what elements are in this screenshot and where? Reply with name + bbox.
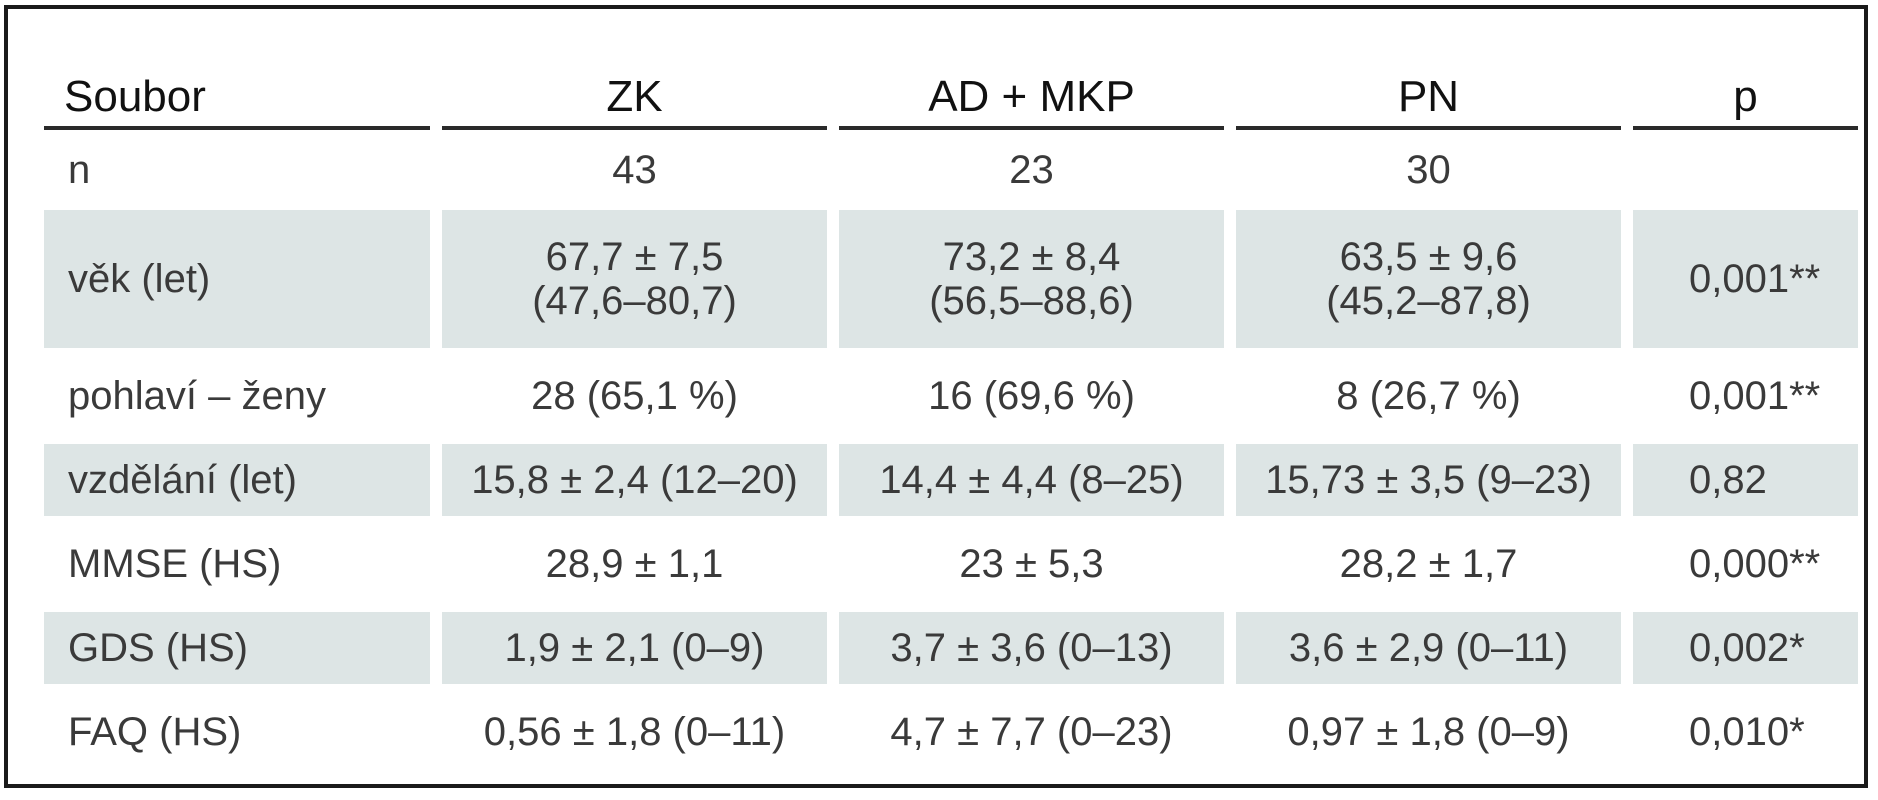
header-soubor: Soubor (44, 72, 430, 130)
cell-p: 0,010* (1689, 710, 1805, 754)
header-zk: ZK (442, 72, 827, 130)
table-row-mmse: MMSE (HS) 28,9 ± 1,1 23 ± 5,3 28,2 ± 1,7… (44, 528, 1858, 600)
header-row: Soubor ZK AD + MKP PN p (44, 72, 1858, 130)
cell-ad-mkp: 23 (1009, 148, 1054, 192)
cell-p: 0,001** (1633, 210, 1858, 348)
cell-p (1633, 142, 1858, 198)
cell-pn: 63,5 ± 9,6 (45,2–87,8) (1236, 210, 1621, 348)
cell-mean-sd: 63,5 ± 9,6 (1339, 235, 1518, 279)
cell-pn: 30 (1406, 148, 1451, 192)
cell-pn: 28,2 ± 1,7 (1339, 542, 1518, 586)
row-label: věk (let) (44, 210, 430, 348)
cell-range: (56,5–88,6) (929, 279, 1134, 323)
cell-zk: 1,9 ± 2,1 (0–9) (442, 612, 827, 684)
cell-mean-sd: 73,2 ± 8,4 (942, 235, 1121, 279)
cell-p: 0,000** (1689, 542, 1821, 586)
table-header: Soubor ZK AD + MKP PN p (44, 72, 1858, 130)
cell-ad-mkp: 3,7 ± 3,6 (0–13) (839, 612, 1224, 684)
cell-p: 0,001** (1689, 374, 1821, 418)
table-row-pohlavi: pohlaví – ženy 28 (65,1 %) 16 (69,6 %) 8… (44, 360, 1858, 432)
table-row-vzdelani: vzdělání (let) 15,8 ± 2,4 (12–20) 14,4 ±… (44, 444, 1858, 516)
cell-zk: 67,7 ± 7,5 (47,6–80,7) (442, 210, 827, 348)
header-p: p (1633, 72, 1858, 130)
row-label: n (68, 148, 91, 192)
cell-range: (47,6–80,7) (532, 279, 737, 323)
header-pn: PN (1236, 72, 1621, 130)
row-label: vzdělání (let) (44, 444, 430, 516)
table-row-gds: GDS (HS) 1,9 ± 2,1 (0–9) 3,7 ± 3,6 (0–13… (44, 612, 1858, 684)
cell-ad-mkp: 23 ± 5,3 (959, 542, 1104, 586)
row-label: FAQ (HS) (68, 710, 242, 754)
cell-ad-mkp: 4,7 ± 7,7 (0–23) (890, 710, 1173, 754)
demographics-table: Soubor ZK AD + MKP PN p n 43 23 30 věk (… (32, 60, 1870, 780)
cell-ad-mkp: 14,4 ± 4,4 (8–25) (839, 444, 1224, 516)
cell-pn: 3,6 ± 2,9 (0–11) (1236, 612, 1621, 684)
cell-ad-mkp: 16 (69,6 %) (928, 374, 1135, 418)
table-frame: Soubor ZK AD + MKP PN p n 43 23 30 věk (… (4, 5, 1868, 788)
row-label: GDS (HS) (44, 612, 430, 684)
cell-range: (45,2–87,8) (1326, 279, 1531, 323)
cell-zk: 28 (65,1 %) (531, 374, 738, 418)
table-body: n 43 23 30 věk (let) 67,7 ± 7,5 (47,6–80… (44, 142, 1858, 768)
cell-ad-mkp: 73,2 ± 8,4 (56,5–88,6) (839, 210, 1224, 348)
row-label: pohlaví – ženy (68, 374, 326, 418)
cell-zk: 15,8 ± 2,4 (12–20) (442, 444, 827, 516)
cell-pn: 0,97 ± 1,8 (0–9) (1287, 710, 1570, 754)
cell-pn: 15,73 ± 3,5 (9–23) (1236, 444, 1621, 516)
cell-zk: 43 (612, 148, 657, 192)
header-ad-mkp: AD + MKP (839, 72, 1224, 130)
row-label: MMSE (HS) (68, 542, 282, 586)
cell-p: 0,002* (1633, 612, 1858, 684)
table-row-vek: věk (let) 67,7 ± 7,5 (47,6–80,7) 73,2 ± … (44, 210, 1858, 348)
table-row-n: n 43 23 30 (44, 142, 1858, 198)
cell-mean-sd: 67,7 ± 7,5 (545, 235, 724, 279)
cell-zk: 28,9 ± 1,1 (545, 542, 724, 586)
cell-p: 0,82 (1633, 444, 1858, 516)
cell-pn: 8 (26,7 %) (1336, 374, 1521, 418)
table-row-faq: FAQ (HS) 0,56 ± 1,8 (0–11) 4,7 ± 7,7 (0–… (44, 696, 1858, 768)
cell-zk: 0,56 ± 1,8 (0–11) (483, 710, 786, 754)
